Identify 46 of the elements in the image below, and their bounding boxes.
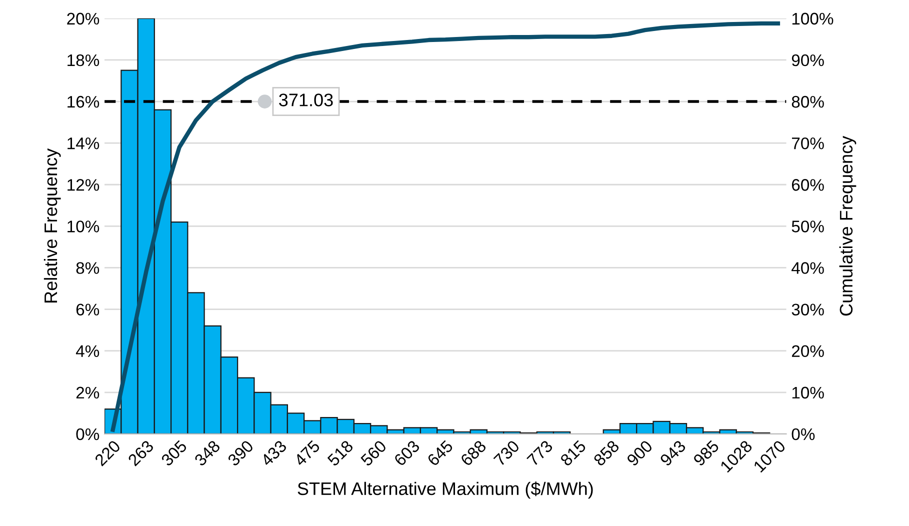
x-tick-label: 220 xyxy=(94,440,122,467)
x-tick-label: 773 xyxy=(526,440,554,467)
y-tick-label: 0% xyxy=(76,428,100,440)
x-tick-label: 518 xyxy=(326,440,354,467)
y2-tick-label: 20% xyxy=(792,345,824,358)
y2-tick-label: 60% xyxy=(792,179,824,191)
y-tick-label: 20% xyxy=(67,12,100,25)
x-tick-label: 858 xyxy=(592,440,620,467)
y-tick-label: 4% xyxy=(76,345,100,357)
y2-tick-label: 40% xyxy=(792,262,824,274)
y2-tick-label: 80% xyxy=(792,96,824,108)
x-tick-label: 560 xyxy=(360,440,388,467)
y2-tick-label: 30% xyxy=(792,304,824,316)
x-tick-label: 390 xyxy=(226,440,254,467)
y-tick-label: 14% xyxy=(68,138,100,150)
x-tick-label: 433 xyxy=(260,440,288,467)
y2-tick-label: 70% xyxy=(792,137,824,150)
y-tick-label: 6% xyxy=(76,304,100,316)
y-tick-label: 10% xyxy=(68,220,100,232)
x-tick-label: 688 xyxy=(460,440,487,467)
annotation: 371.03 xyxy=(279,94,333,106)
y2-axis-title: Cumulative Frequency xyxy=(839,136,856,316)
line-series xyxy=(110,21,780,432)
x-tick-label: 305 xyxy=(160,440,188,467)
x-tick-label: 603 xyxy=(393,440,420,467)
x-tick-label: 475 xyxy=(293,440,321,467)
y-tick-label: 12% xyxy=(68,179,100,191)
x-tick-label: 645 xyxy=(426,440,454,467)
y2-tick-label: 100% xyxy=(792,12,834,25)
x-tick-label: 900 xyxy=(626,440,654,467)
y-tick-label: 16% xyxy=(68,96,100,108)
y-tick-label: 2% xyxy=(76,386,100,399)
x-tick-label: 348 xyxy=(194,440,221,467)
y2-tick-label: 0% xyxy=(792,428,815,440)
y2-tick-label: 10% xyxy=(792,386,824,399)
x-tick-label: 985 xyxy=(692,440,720,467)
y2-tick-label: 50% xyxy=(792,220,824,232)
y-tick-label: 18% xyxy=(68,54,100,66)
x-tick-label: 943 xyxy=(659,440,686,467)
x-tick-label: 263 xyxy=(127,440,154,467)
x-axis-title: STEM Alternative Maximum ($/MWh) xyxy=(298,482,593,499)
x-tick-label: 730 xyxy=(493,440,520,467)
x-tick-label: 815 xyxy=(560,440,587,467)
y2-tick-label: 90% xyxy=(792,54,824,66)
y-axis-title: Relative Frequency xyxy=(44,148,61,302)
y-tick-label: 8% xyxy=(76,262,100,274)
